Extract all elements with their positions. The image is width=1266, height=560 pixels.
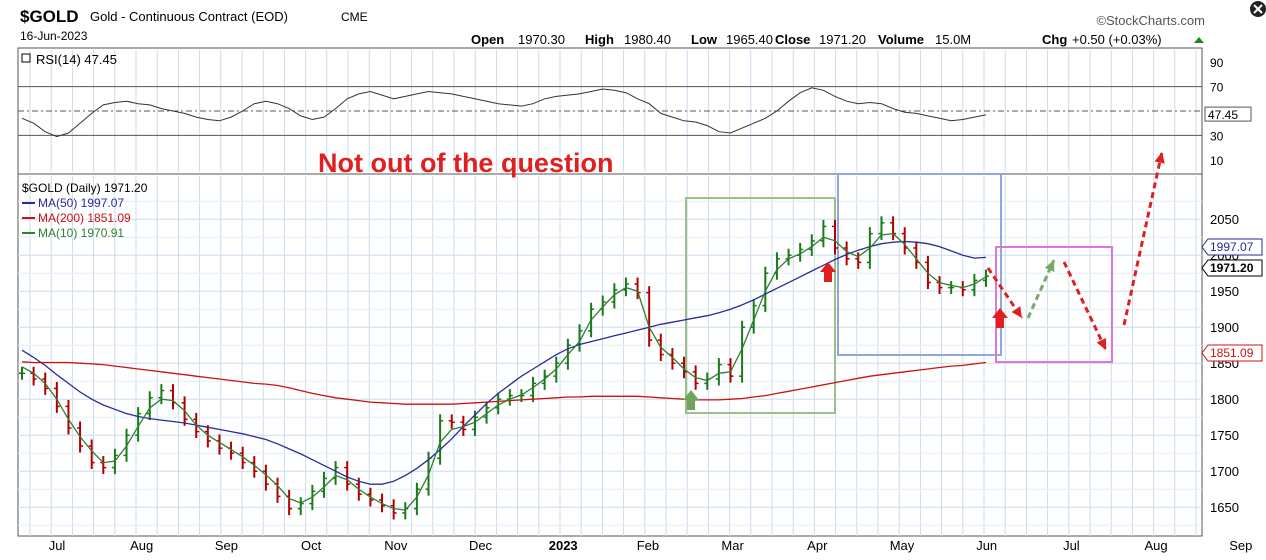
- last-value-label: 1997.07: [1210, 240, 1254, 254]
- last-value-tag: [1201, 259, 1263, 277]
- x-tick-label: Jul: [1063, 538, 1080, 553]
- x-tick-label: Sep: [215, 538, 238, 553]
- x-tick-label: Aug: [1145, 538, 1168, 553]
- x-tick-label: Feb: [637, 538, 659, 553]
- last-value-tag: [1201, 238, 1263, 256]
- contract-name: Gold - Continuous Contract (EOD): [90, 9, 288, 24]
- annotation-text: Not out of the question: [318, 148, 613, 178]
- rsi-last-box: [1204, 106, 1252, 122]
- brand-label: ©StockCharts.com: [1096, 13, 1205, 28]
- price-tick-label: 1800: [1210, 392, 1239, 407]
- chart-frame: [17, 47, 1203, 537]
- x-tick-label: Aug: [130, 538, 153, 553]
- high-label: High: [585, 32, 614, 47]
- price-tick-label: 1700: [1210, 464, 1239, 479]
- red-up-arrow: [820, 262, 836, 282]
- projection-arrow-down: [1062, 261, 1108, 351]
- close-icon[interactable]: [1250, 1, 1266, 17]
- x-tick-label: Nov: [384, 538, 408, 553]
- x-tick-label: 2023: [549, 538, 578, 553]
- ma-line: [21, 361, 987, 405]
- x-tick-label: Jul: [49, 538, 66, 553]
- price-tick-label: 1750: [1210, 428, 1239, 443]
- legend-ma200: MA(200) 1851.09: [38, 211, 131, 225]
- price-legend: $GOLD (Daily) 1971.20 MA(50) 1997.07 MA(…: [22, 181, 148, 240]
- price-tick-label: 1950: [1210, 284, 1239, 299]
- projection-arrow-down-head: [1011, 306, 1022, 318]
- chg-label: Chg: [1042, 32, 1067, 47]
- red-up-arrow: [992, 308, 1008, 328]
- rsi-last-value: 47.45: [1208, 108, 1238, 122]
- legend-ma50: MA(50) 1997.07: [38, 196, 124, 210]
- x-tick-label: Dec: [469, 538, 493, 553]
- open-label: Open: [471, 32, 504, 47]
- high-value: 1980.40: [624, 32, 671, 47]
- x-tick-label: Sep: [1229, 538, 1252, 553]
- x-tick-label: Apr: [807, 538, 828, 553]
- rsi-tick-label: 30: [1210, 129, 1224, 143]
- close-label: Close: [775, 32, 810, 47]
- up-triangle-icon: [1194, 37, 1204, 43]
- price-tick-label: 2050: [1210, 212, 1239, 227]
- x-tick-label: Mar: [721, 538, 744, 553]
- rsi-legend: RSI(14) 47.45: [21, 52, 117, 67]
- low-value: 1965.40: [726, 32, 773, 47]
- legend-price: $GOLD (Daily) 1971.20: [22, 181, 148, 195]
- last-value-tag: [1201, 344, 1263, 362]
- symbol-label: $GOLD: [20, 7, 79, 26]
- date-label: 16-Jun-2023: [20, 29, 88, 43]
- projection-arrow-up-green-head: [1044, 260, 1055, 272]
- volume-label: Volume: [878, 32, 924, 47]
- price-tick-label: 1900: [1210, 320, 1239, 335]
- consolidation-box-green: [685, 197, 836, 414]
- ohlc-row: Open 1970.30 High 1980.40 Low 1965.40 Cl…: [471, 32, 1204, 47]
- price-tick-label: 1650: [1210, 500, 1239, 515]
- last-value-label: 1851.09: [1210, 346, 1254, 360]
- rsi-tick-label: 90: [1210, 56, 1224, 70]
- ma-line: [21, 232, 987, 511]
- x-tick-label: May: [890, 538, 915, 553]
- x-tick-label: Jun: [976, 538, 997, 553]
- rsi-tick-label: 70: [1210, 81, 1224, 95]
- x-tick-label: Oct: [301, 538, 322, 553]
- low-label: Low: [691, 32, 718, 47]
- volume-value: 15.0M: [935, 32, 971, 47]
- exchange-label: CME: [341, 10, 368, 24]
- green-up-arrow: [683, 390, 699, 410]
- rsi-line: [21, 87, 987, 138]
- rsi-title: RSI(14) 47.45: [36, 52, 117, 67]
- consolidation-box-blue: [837, 173, 1002, 356]
- projection-arrow-up-head: [1154, 152, 1165, 164]
- chg-value: +0.50 (+0.03%): [1072, 32, 1162, 47]
- rsi-tick-label: 10: [1210, 154, 1224, 168]
- last-value-label: 1971.20: [1210, 261, 1254, 275]
- projection-arrow-down-head: [1096, 338, 1107, 350]
- close-value: 1971.20: [819, 32, 866, 47]
- projection-box-pink: [995, 246, 1113, 363]
- open-value: 1970.30: [518, 32, 565, 47]
- legend-ma10: MA(10) 1970.91: [38, 226, 124, 240]
- ma-line: [21, 240, 987, 485]
